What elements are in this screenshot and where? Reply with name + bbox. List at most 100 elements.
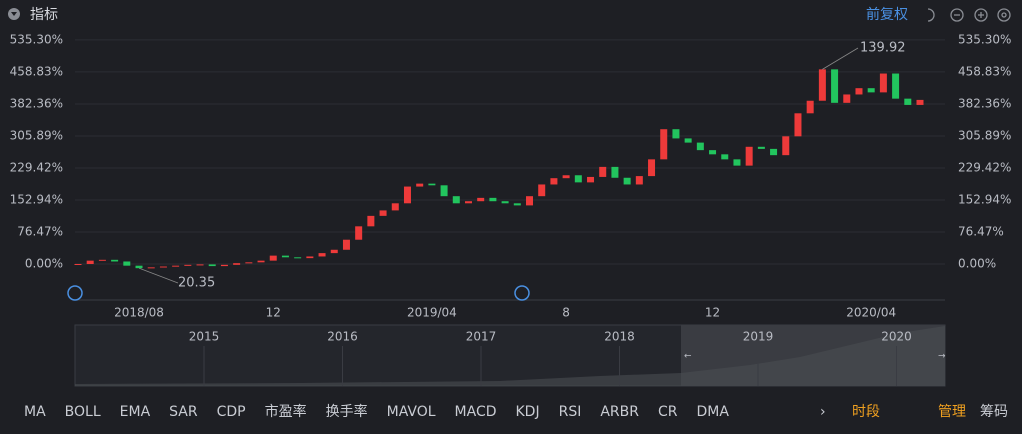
title: 指标: [30, 7, 58, 23]
navigator-labels: 2015 2016 2017 2018 2019 2020: [189, 330, 912, 386]
candle: [562, 175, 570, 179]
y-tick-label: 382.36%: [10, 96, 63, 110]
indicator-tab[interactable]: MA: [24, 404, 46, 420]
candle: [86, 260, 94, 264]
adjust-button[interactable]: 前复权: [866, 6, 908, 23]
candle: [745, 146, 753, 166]
event-marker[interactable]: [67, 285, 83, 301]
x-tick-label: 2018/08: [114, 306, 164, 320]
period-tab[interactable]: 时段: [852, 404, 880, 420]
candle: [440, 185, 448, 197]
indicator-tab[interactable]: 市盈率: [265, 403, 307, 420]
nav-year: 2016: [327, 330, 358, 344]
y-tick-label-right: 305.89%: [958, 128, 1011, 142]
x-tick-label: 2020/04: [846, 306, 896, 320]
action-tab[interactable]: 管理: [938, 404, 966, 420]
candle: [342, 239, 350, 250]
nav-year: 2019: [743, 330, 774, 344]
indicator-tab[interactable]: 换手率: [326, 403, 368, 420]
candle: [74, 264, 82, 265]
more-arrow[interactable]: ›: [820, 404, 826, 420]
y-tick-label: 0.00%: [25, 257, 63, 271]
candle: [208, 264, 216, 267]
high-annotation: 139.92: [860, 41, 906, 56]
y-tick-label: 76.47%: [17, 224, 63, 238]
candle: [172, 265, 180, 267]
event-marker[interactable]: [514, 285, 530, 301]
candle: [855, 88, 863, 95]
candle: [416, 183, 424, 187]
candle: [721, 154, 729, 160]
candle: [233, 263, 241, 265]
candle: [379, 210, 387, 216]
candle: [306, 256, 314, 259]
nav-handle[interactable]: →: [938, 352, 946, 362]
candle: [757, 146, 765, 149]
candle: [806, 100, 814, 114]
candle: [538, 184, 546, 197]
candle: [599, 166, 607, 177]
nav-handle[interactable]: ←: [684, 352, 692, 362]
candle: [367, 215, 375, 227]
candle: [782, 136, 790, 156]
indicator-tab[interactable]: MAVOL: [387, 404, 436, 420]
candle: [318, 253, 326, 257]
candle: [98, 259, 106, 261]
candle: [892, 73, 900, 99]
indicator-tab[interactable]: CDP: [217, 404, 246, 420]
indicator-tab[interactable]: KDJ: [516, 404, 540, 420]
y-tick-label-right: 76.47%: [958, 224, 1004, 238]
y-tick-label-right: 535.30%: [958, 32, 1011, 46]
candle: [294, 257, 302, 259]
low-annotation: 20.35: [178, 276, 215, 291]
candle: [159, 266, 167, 268]
candle: [220, 264, 228, 267]
y-tick-label: 229.42%: [10, 160, 63, 174]
indicator-tab[interactable]: ARBR: [600, 404, 639, 420]
candle: [635, 176, 643, 185]
menu-caret: [11, 12, 17, 16]
candle: [843, 94, 851, 103]
candle: [709, 150, 717, 155]
candle: [684, 138, 692, 143]
x-tick-label: 12: [705, 306, 720, 320]
candle: [672, 129, 680, 139]
candle: [257, 260, 265, 263]
candle: [513, 203, 521, 206]
candle: [611, 166, 619, 178]
indicator-tab[interactable]: CR: [658, 404, 678, 420]
zoom-in-icon[interactable]: [974, 8, 988, 22]
indicator-tab[interactable]: RSI: [559, 404, 582, 420]
candle: [489, 197, 497, 202]
indicator-tab[interactable]: BOLL: [65, 404, 101, 420]
indicator-tab[interactable]: DMA: [697, 404, 730, 420]
candle: [196, 264, 204, 266]
settings-icon[interactable]: [997, 8, 1011, 22]
y-tick-label: 458.83%: [10, 64, 63, 78]
candle: [281, 255, 289, 258]
nav-year: 2020: [881, 330, 912, 344]
candle: [916, 99, 924, 105]
candle: [574, 175, 582, 183]
zoom-out-icon[interactable]: [950, 8, 964, 22]
candle: [111, 259, 119, 262]
y-tick-label-right: 458.83%: [958, 64, 1011, 78]
undo-icon[interactable]: [927, 8, 935, 22]
candle: [733, 159, 741, 166]
indicator-tab[interactable]: EMA: [120, 404, 151, 420]
candle: [587, 176, 595, 183]
action-tab[interactable]: 筹码: [980, 403, 1008, 420]
candle: [269, 255, 277, 261]
indicator-tab[interactable]: SAR: [169, 404, 198, 420]
candle: [526, 196, 534, 206]
candle: [428, 183, 436, 186]
y-tick-label-right: 0.00%: [958, 257, 996, 271]
nav-year: 2017: [466, 330, 497, 344]
candle: [501, 201, 509, 204]
toolbar-icons: [927, 8, 1011, 22]
nav-year: 2015: [189, 330, 220, 344]
indicator-tab[interactable]: MACD: [455, 404, 497, 420]
y-tick-label: 535.30%: [10, 32, 63, 46]
navigator-area: [75, 326, 945, 386]
